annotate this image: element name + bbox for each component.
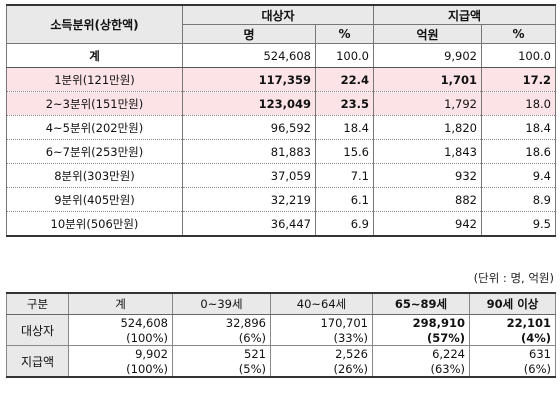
cell-amount: 1,820 xyxy=(373,115,482,140)
cell-people: 81,883 xyxy=(182,139,316,164)
header-category: 구분 xyxy=(6,293,69,315)
row-label: 2~3분위(151만원) xyxy=(6,91,183,116)
cell-value: 298,910 xyxy=(372,314,470,330)
cell-pct: 7.1 xyxy=(315,163,374,188)
cell-amount: 882 xyxy=(373,187,482,212)
row-label: 9분위(405만원) xyxy=(6,187,183,212)
cell-pct: (26%) xyxy=(270,361,373,377)
cell-pct2: 9.5 xyxy=(481,211,556,237)
cell-pct2: 8.9 xyxy=(481,187,556,212)
table-row: 6~7분위(253만원) 81,883 15.6 1,843 18.6 xyxy=(6,139,556,164)
cell-value: 32,896 xyxy=(172,314,271,330)
subheader-pct: % xyxy=(315,24,374,44)
cell-people: 524,608 xyxy=(182,43,316,68)
cell-pct2: 100.0 xyxy=(481,43,556,68)
header-age-65-89: 65~89세 xyxy=(372,293,470,315)
table-row: 8분위(303만원) 37,059 7.1 932 9.4 xyxy=(6,163,556,188)
cell-value: 6,224 xyxy=(372,345,470,361)
row-label: 대상자 xyxy=(6,314,69,346)
cell-pct2: 18.6 xyxy=(481,139,556,164)
cell-pct: 18.4 xyxy=(315,115,374,140)
cell-pct: 6.1 xyxy=(315,187,374,212)
header-target: 대상자 xyxy=(182,4,374,25)
row-label: 1분위(121만원) xyxy=(6,67,183,92)
cell-pct: 6.9 xyxy=(315,211,374,237)
cell-pct: (33%) xyxy=(270,330,373,346)
cell-pct: (100%) xyxy=(68,330,173,346)
header-income-decile: 소득분위(상한액) xyxy=(6,4,183,44)
cell-people: 123,049 xyxy=(182,91,316,116)
subheader-people: 명 xyxy=(182,24,316,44)
table-row-amount: 지급액 9,902 521 2,526 6,224 631 xyxy=(6,345,556,377)
cell-amount: 1,701 xyxy=(373,67,482,92)
cell-value: 9,902 xyxy=(68,345,173,361)
cell-value: 170,701 xyxy=(270,314,373,330)
row-label: 계 xyxy=(6,43,183,68)
header-age-90-plus: 90세 이상 xyxy=(469,293,556,315)
unit-note: (단위 : 명, 억원) xyxy=(473,271,554,285)
table-row: 10분위(506만원) 36,447 6.9 942 9.5 xyxy=(6,211,556,237)
cell-pct: 15.6 xyxy=(315,139,374,164)
row-label: 지급액 xyxy=(6,345,69,377)
row-label: 10분위(506만원) xyxy=(6,211,183,237)
cell-pct2: 17.2 xyxy=(481,67,556,92)
cell-value: 2,526 xyxy=(270,345,373,361)
cell-pct2: 9.4 xyxy=(481,163,556,188)
table-row: 1분위(121만원) 117,359 22.4 1,701 17.2 xyxy=(6,67,556,92)
row-label: 4~5분위(202만원) xyxy=(6,115,183,140)
cell-value: 524,608 xyxy=(68,314,173,330)
subheader-pct2: % xyxy=(481,24,556,44)
cell-people: 36,447 xyxy=(182,211,316,237)
header-total: 계 xyxy=(68,293,173,315)
table-row-target-pct: (100%) (6%) (33%) (57%) (4%) xyxy=(7,330,556,346)
table-row-target: 대상자 524,608 32,896 170,701 298,910 22,10… xyxy=(6,314,556,346)
cell-people: 96,592 xyxy=(182,115,316,140)
cell-pct: (6%) xyxy=(172,330,271,346)
cell-value: 521 xyxy=(172,345,271,361)
cell-people: 117,359 xyxy=(182,67,316,92)
cell-pct: 100.0 xyxy=(315,43,374,68)
cell-people: 37,059 xyxy=(182,163,316,188)
cell-amount: 942 xyxy=(373,211,482,237)
cell-pct: (63%) xyxy=(372,361,470,377)
cell-pct: (100%) xyxy=(68,361,173,377)
cell-amount: 9,902 xyxy=(373,43,482,68)
income-decile-table: 소득분위(상한액) 대상자 지급액 명 % 억원 % 계 524,608 100… xyxy=(6,4,556,237)
cell-value: 22,101 xyxy=(469,314,556,330)
cell-pct2: 18.0 xyxy=(481,91,556,116)
cell-pct: (4%) xyxy=(469,330,556,346)
cell-pct: 22.4 xyxy=(315,67,374,92)
table-row-total: 계 524,608 100.0 9,902 100.0 xyxy=(6,43,556,68)
table-row: 2~3분위(151만원) 123,049 23.5 1,792 18.0 xyxy=(6,91,556,116)
age-group-table: 구분 계 0~39세 40~64세 65~89세 90세 이상 대상자 524,… xyxy=(6,292,556,378)
table-row-amount-pct: (100%) (5%) (26%) (63%) (6%) xyxy=(7,361,556,377)
table-row: 4~5분위(202만원) 96,592 18.4 1,820 18.4 xyxy=(6,115,556,140)
header-amount: 지급액 xyxy=(373,4,556,25)
cell-people: 32,219 xyxy=(182,187,316,212)
cell-pct: (5%) xyxy=(172,361,271,377)
header-age-0-39: 0~39세 xyxy=(172,293,271,315)
table-row: 9분위(405만원) 32,219 6.1 882 8.9 xyxy=(6,187,556,212)
cell-pct: (57%) xyxy=(372,330,470,346)
cell-pct: 23.5 xyxy=(315,91,374,116)
header-age-40-64: 40~64세 xyxy=(270,293,373,315)
row-label: 6~7분위(253만원) xyxy=(6,139,183,164)
cell-pct: (6%) xyxy=(469,361,556,377)
subheader-won: 억원 xyxy=(373,24,482,44)
cell-amount: 1,843 xyxy=(373,139,482,164)
cell-amount: 932 xyxy=(373,163,482,188)
cell-value: 631 xyxy=(469,345,556,361)
table-header-row: 구분 계 0~39세 40~64세 65~89세 90세 이상 xyxy=(6,293,556,315)
cell-pct2: 18.4 xyxy=(481,115,556,140)
cell-amount: 1,792 xyxy=(373,91,482,116)
row-label: 8분위(303만원) xyxy=(6,163,183,188)
